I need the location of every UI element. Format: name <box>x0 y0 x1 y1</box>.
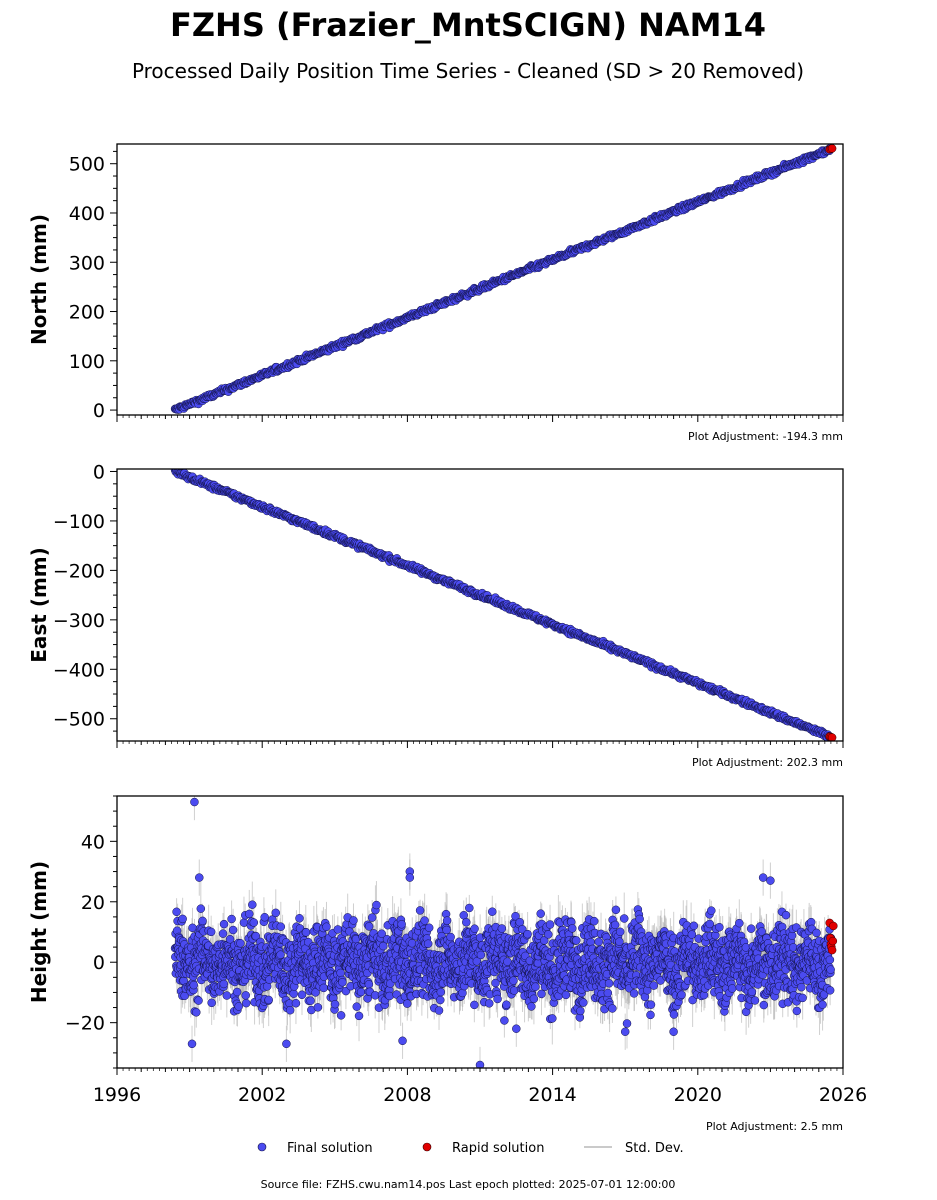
north-rapid-point <box>827 144 837 153</box>
north-y-tick-label: 100 <box>69 351 105 373</box>
east-series-rapid <box>825 732 837 741</box>
east-y-tick-label: −400 <box>53 659 105 681</box>
east-y-tick-label: −100 <box>53 511 105 533</box>
east-rapid-point <box>827 733 837 741</box>
east-y-tick-label: −300 <box>53 610 105 632</box>
north-y-tick-label: 400 <box>69 203 105 225</box>
east-y-axis-label: East (mm) <box>27 547 51 663</box>
north-y-tick-label: 500 <box>69 154 105 176</box>
north-series-final <box>170 144 836 414</box>
north-series-rapid <box>825 144 837 154</box>
north-y-axis-label: North (mm) <box>27 214 51 345</box>
chart-title: FZHS (Frazier_MntSCIGN) NAM14 <box>170 6 766 44</box>
east-y-tick-label: 0 <box>93 461 105 483</box>
north-panel: 0 100 200 300 400 500 North (mm) <box>27 143 844 422</box>
north-y-tick-label: 200 <box>69 302 105 324</box>
east-panel: 0 −100 −200 −300 −400 −500 East (mm) <box>27 461 844 748</box>
north-y-tick-label: 0 <box>93 400 105 422</box>
east-y-tick-label: −500 <box>53 709 105 731</box>
chart-subtitle: Processed Daily Position Time Series - C… <box>132 59 804 83</box>
east-y-tick-label: −200 <box>53 560 105 582</box>
height-series-final <box>170 796 836 1068</box>
east-series-final <box>170 469 836 741</box>
north-y-tick-label: 300 <box>69 252 105 274</box>
